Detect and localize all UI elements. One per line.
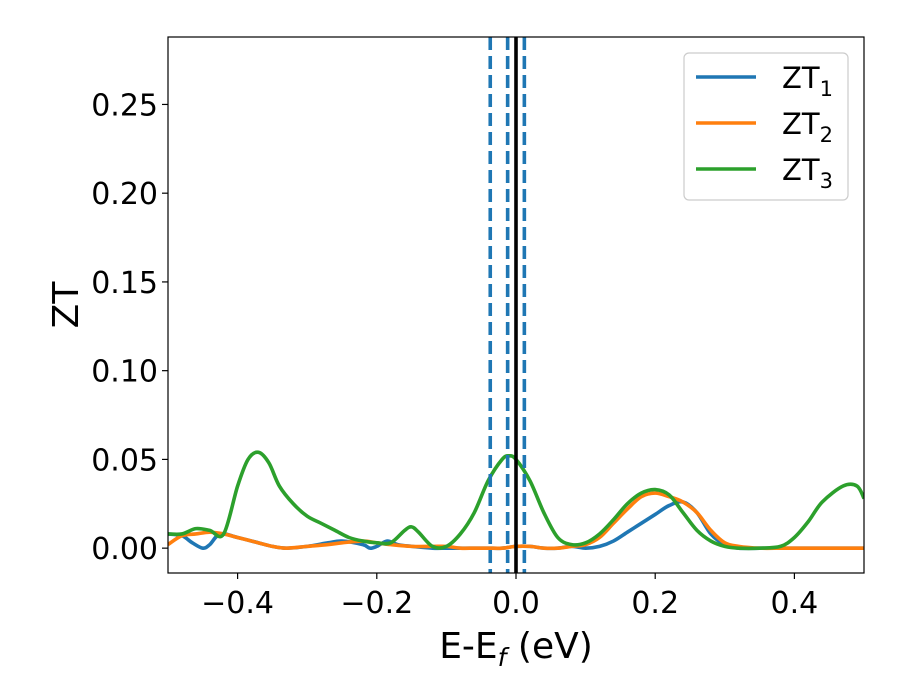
y-tick-label: 0.05 — [91, 443, 158, 478]
legend-box — [683, 52, 849, 201]
x-tick-label: −0.4 — [201, 586, 274, 621]
legend: ZT1 ZT2 ZT3 — [683, 52, 849, 201]
legend-label-zt2: ZT2 — [782, 107, 833, 147]
x-axis-label: E-Ef (eV) — [439, 626, 593, 672]
y-tick-label: 0.20 — [91, 177, 158, 212]
y-tick-label: 0.15 — [91, 266, 158, 301]
y-tick-label: 0.25 — [91, 88, 158, 123]
series-line-zt2 — [168, 491, 864, 551]
x-axis: −0.4 −0.2 0.0 0.2 0.4 — [201, 573, 818, 621]
series-line-zt3 — [168, 450, 864, 551]
y-axis: 0.00 0.05 0.10 0.15 0.20 0.25 — [91, 88, 168, 567]
plot-content — [168, 37, 864, 573]
x-tick-label: 0.0 — [492, 586, 540, 621]
x-tick-label: −0.2 — [340, 586, 413, 621]
legend-label-zt3: ZT3 — [782, 153, 833, 193]
legend-label-zt1: ZT1 — [782, 61, 833, 101]
x-tick-label: 0.4 — [771, 586, 819, 621]
y-tick-label: 0.00 — [91, 532, 158, 567]
x-tick-label: 0.2 — [631, 586, 679, 621]
y-axis-label: ZT — [46, 281, 87, 329]
y-tick-label: 0.10 — [91, 355, 158, 390]
